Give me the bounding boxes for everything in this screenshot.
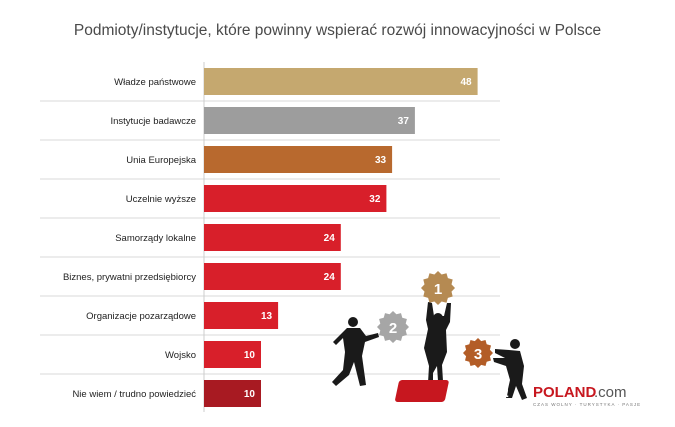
badge-3-number: 3 xyxy=(474,346,482,363)
category-label-1: Instytucje badawcze xyxy=(110,116,196,127)
value-label-3: 32 xyxy=(369,194,381,205)
category-label-4: Samorządy lokalne xyxy=(115,233,196,244)
value-label-4: 24 xyxy=(324,233,336,244)
bar-2 xyxy=(204,146,393,173)
gear-badge-2-icon xyxy=(377,311,409,343)
rank-badge-1: 1 xyxy=(421,271,455,305)
value-label-7: 10 xyxy=(244,350,256,361)
bar-8 xyxy=(204,380,261,407)
logo-via-block xyxy=(395,380,449,402)
chart-title: Podmioty/instytucje, które powinny wspie… xyxy=(73,22,602,39)
illustration: 1 2 3 xyxy=(332,271,527,400)
value-label-5: 24 xyxy=(324,272,336,283)
bar-6 xyxy=(204,302,279,329)
value-labels: 48 37 33 32 24 24 13 10 10 xyxy=(244,77,472,400)
logo-via-text: Via xyxy=(484,382,509,401)
category-label-6: Organizacje pozarządowe xyxy=(86,311,196,322)
gear-badge-1-icon xyxy=(421,271,455,305)
bar-7 xyxy=(204,341,261,368)
bar-5 xyxy=(204,263,341,290)
gear-badge-3-icon xyxy=(463,338,493,368)
figure-center-silhouette xyxy=(424,302,451,384)
bar-1 xyxy=(204,107,415,134)
category-label-0: Władze państwowe xyxy=(114,77,196,88)
value-label-0: 48 xyxy=(460,77,472,88)
figure-left-silhouette xyxy=(332,317,379,386)
viapoland-logo: Via POLAND .com CZAS WOLNY · TURYSTYKA ·… xyxy=(395,380,641,407)
category-label-3: Uczelnie wyższe xyxy=(126,194,196,205)
value-label-6: 13 xyxy=(261,311,273,322)
value-label-1: 37 xyxy=(398,116,410,127)
category-labels: Władze państwowe Instytucje badawcze Unia … xyxy=(63,77,197,400)
bar-4 xyxy=(204,224,341,251)
row-dividers xyxy=(40,100,500,375)
rank-badge-2: 2 xyxy=(377,311,409,343)
bar-3 xyxy=(204,185,387,212)
bar-0 xyxy=(204,68,478,95)
badge-1-number: 1 xyxy=(434,281,442,298)
badge-2-number: 2 xyxy=(389,320,397,337)
logo-poland-text: POLAND xyxy=(533,384,597,401)
bars-group xyxy=(204,68,478,407)
logo-tagline: CZAS WOLNY · TURYSTYKA · PASJE xyxy=(533,402,641,407)
category-label-5: Biznes, prywatni przedsiębiorcy xyxy=(63,272,196,283)
rank-badge-3: 3 xyxy=(463,338,493,368)
value-label-2: 33 xyxy=(375,155,387,166)
logo-com-text: .com xyxy=(594,384,627,401)
category-label-7: Wojsko xyxy=(165,350,196,361)
category-label-2: Unia Europejska xyxy=(126,155,196,166)
category-label-8: Nie wiem / trudno powiedzieć xyxy=(72,389,196,400)
figure-right-silhouette xyxy=(493,339,527,400)
value-label-8: 10 xyxy=(244,389,256,400)
